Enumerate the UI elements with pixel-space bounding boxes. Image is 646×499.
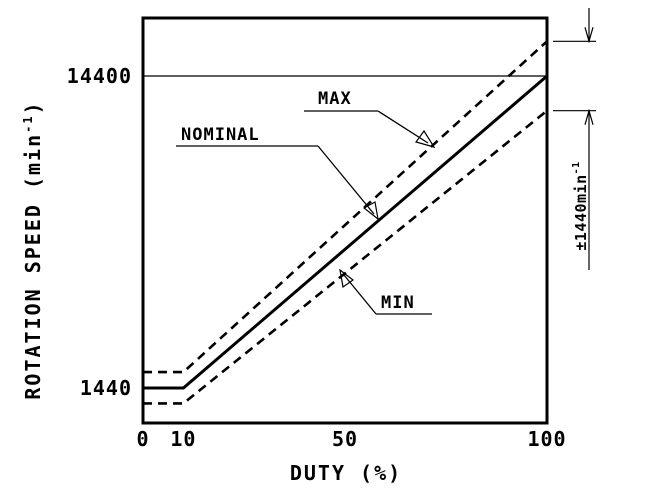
- tolerance-dimension: ±1440min-1: [553, 8, 596, 270]
- tolerance-arrowhead-bottom: [584, 108, 594, 125]
- tolerance-arrowhead-top: [584, 27, 594, 44]
- min-leader-line: [343, 274, 377, 315]
- y-axis-title-text: ROTATION SPEED (min: [21, 133, 45, 400]
- min-label: MIN: [381, 293, 415, 313]
- x-tick-label: 0: [136, 427, 149, 451]
- max-leader-line: [377, 110, 429, 144]
- x-tick-label: 10: [170, 427, 196, 451]
- y-axis-title-close: ): [21, 100, 45, 114]
- nominal-leader-arrowhead: [362, 201, 379, 221]
- y-axis-title-superscript: -1: [21, 114, 35, 132]
- plot-frame: [141, 16, 549, 425]
- max-label: MAX: [318, 89, 352, 109]
- x-tick-label: 50: [332, 427, 358, 451]
- tolerance-label: ±1440min-1: [571, 161, 590, 250]
- tolerance-label-text: ±1440min: [572, 174, 590, 250]
- y-tick-label: 1440: [80, 376, 132, 400]
- max-leader-arrowhead: [415, 129, 436, 148]
- tolerance-label-superscript: -1: [571, 161, 582, 174]
- min-leader-arrowhead: [339, 268, 355, 289]
- nominal-leader-line: [317, 145, 375, 215]
- y-axis-title: ROTATION SPEED (min-1): [21, 100, 45, 399]
- nominal-label: NOMINAL: [181, 125, 260, 145]
- x-axis-title: DUTY (%): [290, 461, 402, 485]
- series-line-max: [143, 40, 548, 374]
- series-line-nominal: [143, 74, 548, 390]
- nominal-annotation: NOMINAL: [176, 125, 379, 221]
- series-line-min: [143, 109, 548, 405]
- max-annotation: MAX: [304, 89, 436, 148]
- x-tick-label: 100: [527, 427, 566, 451]
- min-annotation: MIN: [339, 268, 432, 315]
- y-tick-label: 14400: [67, 64, 132, 88]
